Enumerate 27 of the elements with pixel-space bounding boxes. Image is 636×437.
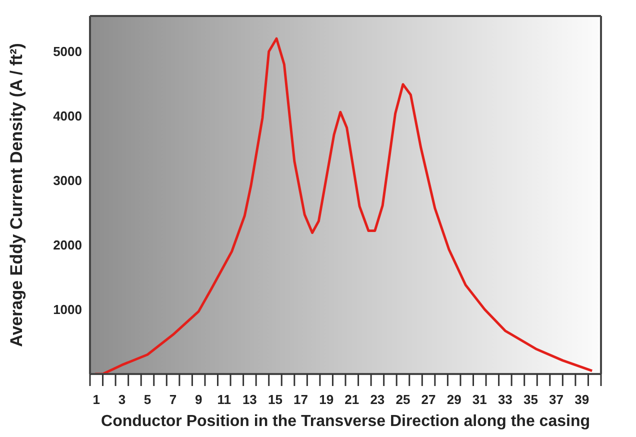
y-tick-label: 3000	[53, 173, 82, 188]
y-tick-label: 1000	[53, 302, 82, 318]
x-tick-label: 31	[472, 392, 487, 407]
x-tick-label: 5	[144, 392, 152, 407]
x-tick-label: 23	[370, 392, 385, 407]
y-tick-label: 5000	[53, 44, 82, 60]
x-axis-title: Conductor Position in the Transverse Direction along the casing	[101, 413, 590, 430]
x-tick-label: 39	[574, 392, 590, 407]
y-tick-label: 4000	[53, 108, 82, 124]
x-tick-label: 25	[396, 392, 410, 407]
x-tick-label: 37	[549, 392, 564, 407]
y-axis-title: Average Eddy Current Density (A / ft²)	[7, 43, 26, 347]
x-tick-label: 15	[268, 392, 282, 407]
x-tick-label: 3	[118, 392, 126, 407]
x-tick-label: 35	[524, 392, 538, 407]
x-tick-label: 33	[498, 392, 512, 407]
x-tick-label: 11	[217, 392, 232, 407]
x-tick-label: 9	[194, 392, 202, 407]
x-tick-label: 13	[242, 392, 257, 407]
x-tick-label: 17	[294, 392, 308, 407]
y-tick-label: 2000	[53, 238, 82, 253]
x-tick-label: 19	[319, 392, 334, 407]
x-tick-label: 7	[169, 392, 177, 407]
x-tick-label: 21	[344, 392, 360, 407]
x-tick-label: 27	[421, 392, 436, 407]
x-tick-label: 1	[92, 392, 100, 407]
x-tick-label: 29	[446, 392, 462, 407]
